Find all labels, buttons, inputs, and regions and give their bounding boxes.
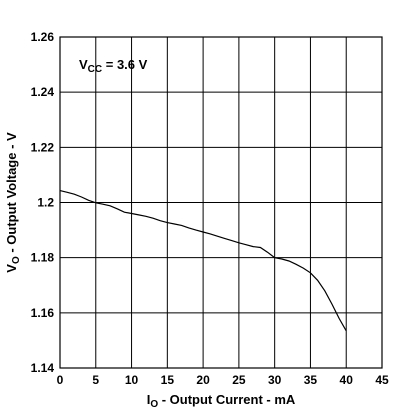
plot-frame xyxy=(59,36,383,369)
y-tick-labels: 1.14 1.16 1.18 1.2 1.22 1.24 1.26 xyxy=(31,30,55,375)
y-axis-label-rest: - Output Voltage - V xyxy=(4,132,19,256)
series-line xyxy=(59,190,347,332)
x-tick-labels: 0 5 10 15 20 25 30 35 40 45 xyxy=(57,373,389,387)
y-tick-label: 1.14 xyxy=(31,361,55,375)
x-tick-label: 10 xyxy=(125,373,139,387)
y-tick-label: 1.18 xyxy=(31,251,55,265)
x-tick-label: 0 xyxy=(57,373,64,387)
grid xyxy=(60,37,382,368)
x-tick-label: 5 xyxy=(92,373,99,387)
x-tick-label: 20 xyxy=(196,373,210,387)
y-axis-label-sub: O xyxy=(11,256,22,264)
x-tick-label: 30 xyxy=(268,373,282,387)
y-axis-label-main: V xyxy=(4,264,19,273)
x-tick-label: 45 xyxy=(375,373,389,387)
x-axis-label: IO - Output Current - mA xyxy=(147,392,296,410)
x-tick-label: 25 xyxy=(232,373,246,387)
annotation-sub: CC xyxy=(88,64,102,75)
x-tick-label: 35 xyxy=(304,373,318,387)
y-tick-label: 1.26 xyxy=(31,30,55,44)
x-tick-label: 40 xyxy=(340,373,354,387)
y-tick-label: 1.2 xyxy=(37,196,54,210)
annotation-main: V xyxy=(79,57,88,72)
x-axis-label-sub: O xyxy=(150,399,158,410)
y-tick-label: 1.24 xyxy=(31,85,55,99)
x-axis-label-main: I xyxy=(147,392,151,407)
annotation-rest: = 3.6 V xyxy=(102,57,147,72)
x-tick-label: 15 xyxy=(161,373,175,387)
vcc-annotation: VCC = 3.6 V xyxy=(79,57,148,75)
y-tick-label: 1.16 xyxy=(31,306,55,320)
x-axis-label-rest: - Output Current - mA xyxy=(158,392,296,407)
y-axis-label: VO - Output Voltage - V xyxy=(4,132,22,273)
series-layer xyxy=(59,190,347,332)
y-tick-label: 1.22 xyxy=(31,140,55,154)
